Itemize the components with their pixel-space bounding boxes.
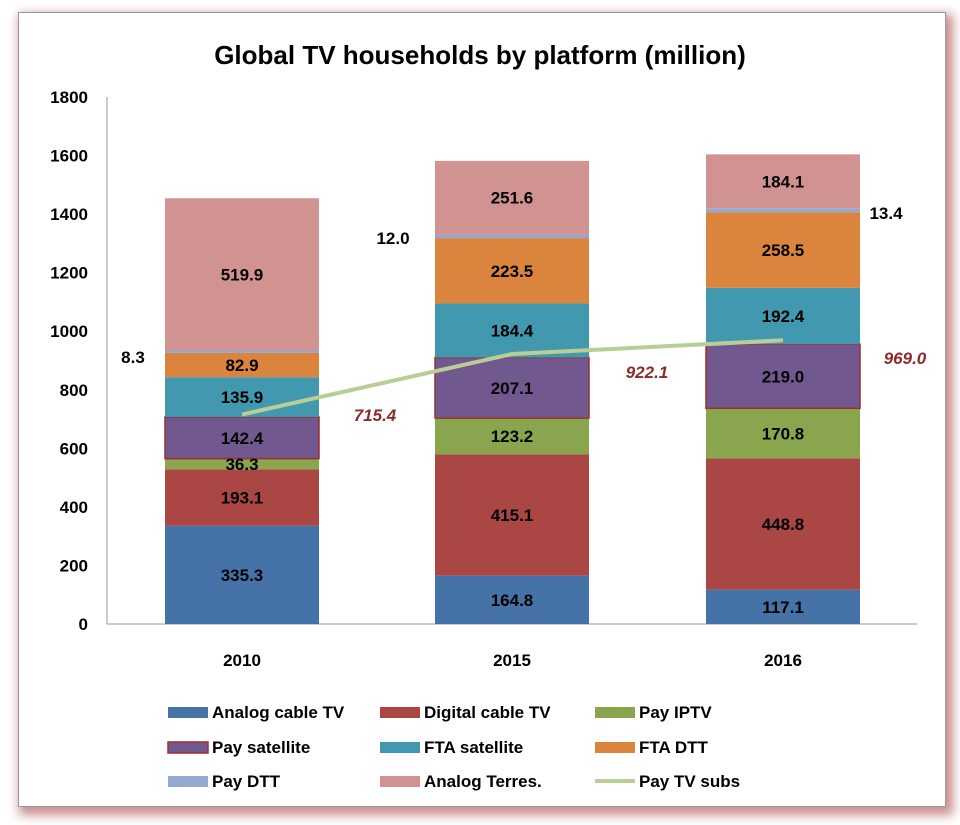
bar-segment xyxy=(706,458,860,590)
data-label: 219.0 xyxy=(762,367,805,386)
legend-label: FTA DTT xyxy=(639,738,709,757)
line-data-label: 715.4 xyxy=(354,406,397,425)
data-label: 223.5 xyxy=(491,262,534,281)
legend-swatch xyxy=(168,776,208,787)
chart-title: Global TV households by platform (millio… xyxy=(214,40,746,70)
bar-segment xyxy=(706,154,860,209)
legend-label: Pay satellite xyxy=(212,738,310,757)
legend-swatch xyxy=(380,742,420,753)
y-tick-label: 0 xyxy=(79,615,88,634)
y-tick-label: 600 xyxy=(60,439,88,458)
x-tick-label: 2010 xyxy=(223,651,261,670)
data-label: 258.5 xyxy=(762,241,805,260)
pay-tv-subs-line xyxy=(241,338,784,417)
bar-segment xyxy=(435,303,589,358)
data-label: 207.1 xyxy=(491,379,534,398)
legend-swatch xyxy=(167,741,209,754)
bar-segment xyxy=(165,469,319,526)
legend-swatch xyxy=(595,707,635,718)
y-tick-label: 800 xyxy=(60,381,88,400)
legend-label: Pay IPTV xyxy=(639,703,712,722)
bar-segment xyxy=(435,238,589,304)
bar-segment xyxy=(706,287,860,345)
bar-segment xyxy=(165,350,319,353)
data-label: 142.4 xyxy=(221,429,264,448)
data-label: 184.1 xyxy=(762,172,805,191)
line-data-label: 922.1 xyxy=(626,363,669,382)
legend-label: Digital cable TV xyxy=(424,703,551,722)
y-tick-label: 1600 xyxy=(50,147,88,166)
bar-segment xyxy=(435,160,589,235)
legend-swatch xyxy=(595,742,635,753)
bar-segment xyxy=(705,343,861,410)
x-tick-label: 2016 xyxy=(764,651,802,670)
legend-label: Pay DTT xyxy=(212,772,281,791)
y-tick-label: 1400 xyxy=(50,205,88,224)
data-label: 117.1 xyxy=(762,598,804,617)
data-label: 193.1 xyxy=(221,489,264,508)
bar-segment xyxy=(165,458,319,470)
y-tick-label: 400 xyxy=(60,498,88,517)
y-tick-label: 200 xyxy=(60,556,88,575)
x-tick-label: 2015 xyxy=(493,651,531,670)
bar-segment xyxy=(435,234,589,239)
data-label: 82.9 xyxy=(225,356,258,375)
bar-segment xyxy=(165,352,319,378)
bar-segment xyxy=(165,525,319,624)
legend-label: FTA satellite xyxy=(424,738,523,757)
data-label: 184.4 xyxy=(491,322,534,341)
legend-swatch xyxy=(168,707,208,718)
data-label: 170.8 xyxy=(762,424,805,443)
legend-label: Analog Terres. xyxy=(424,772,542,791)
bar-segment xyxy=(435,575,589,624)
legend-label: Analog cable TV xyxy=(212,703,345,722)
data-label: 8.3 xyxy=(121,348,145,367)
data-label: 251.6 xyxy=(491,189,534,208)
data-label: 448.8 xyxy=(762,515,805,534)
data-label: 335.3 xyxy=(221,566,264,585)
data-label: 135.9 xyxy=(221,388,264,407)
data-label: 123.2 xyxy=(491,427,534,446)
data-label: 415.1 xyxy=(491,506,534,525)
bar-segment xyxy=(706,212,860,288)
bar-segment xyxy=(165,377,319,417)
line-data-label: 969.0 xyxy=(884,349,927,368)
data-label: 12.0 xyxy=(376,229,409,248)
bar-segment xyxy=(706,589,860,624)
data-label: 36.3 xyxy=(225,455,258,474)
data-label: 164.8 xyxy=(491,591,534,610)
y-tick-label: 1000 xyxy=(50,322,88,341)
bar-segment xyxy=(706,208,860,213)
y-tick-label: 1800 xyxy=(50,88,88,107)
legend-label: Pay TV subs xyxy=(639,772,740,791)
bar-segment xyxy=(435,418,589,455)
bar-segment xyxy=(706,408,860,459)
bar-segment xyxy=(435,454,589,576)
legend-swatch xyxy=(380,776,420,787)
y-tick-label: 1200 xyxy=(50,264,88,283)
bar-segment xyxy=(165,198,319,351)
data-label: 519.9 xyxy=(221,265,264,284)
data-label: 13.4 xyxy=(869,204,903,223)
legend-swatch xyxy=(380,707,420,718)
data-label: 192.4 xyxy=(762,307,805,326)
